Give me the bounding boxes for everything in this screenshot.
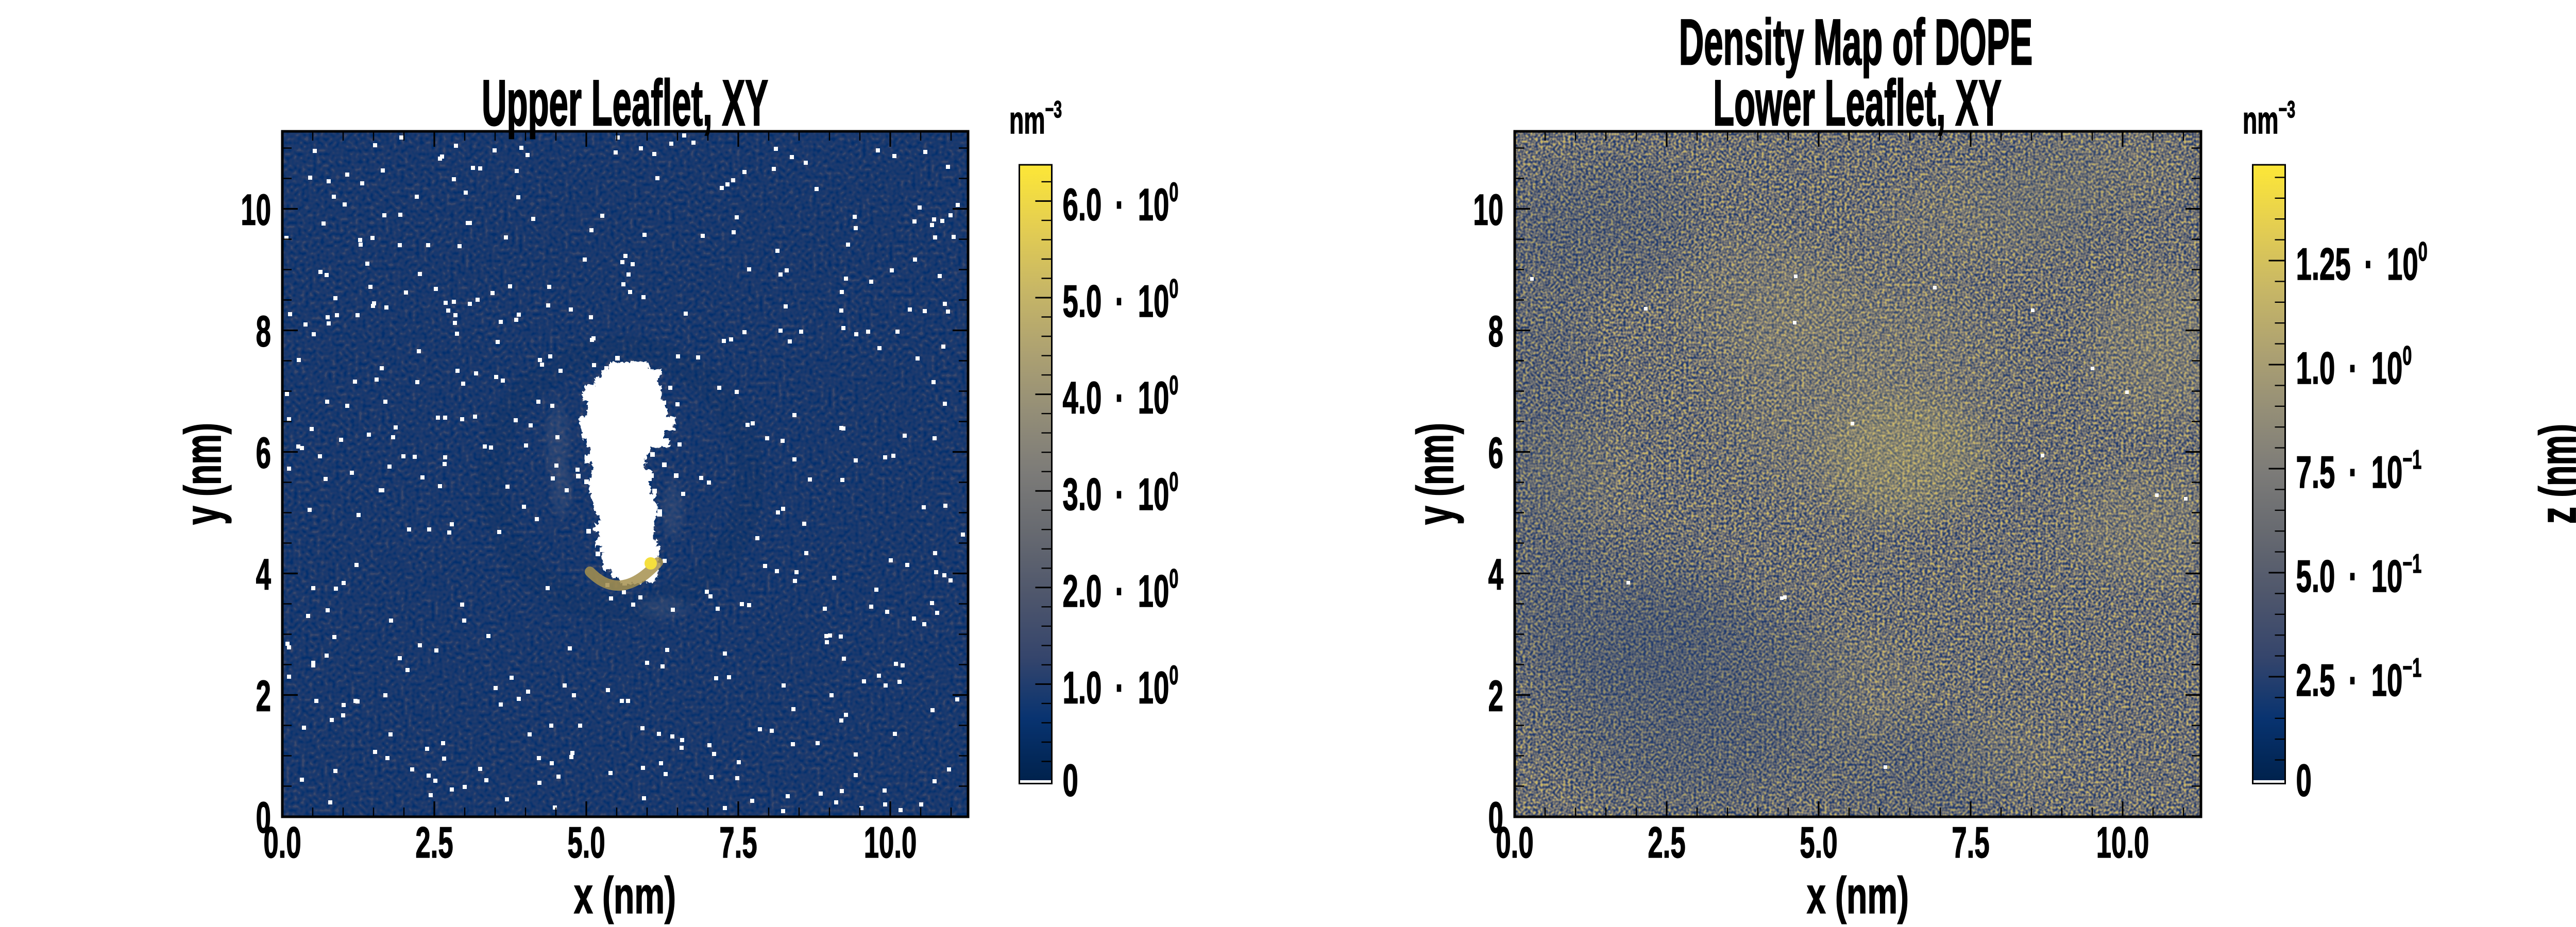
svg-text:0.0: 0.0: [263, 818, 301, 867]
svg-text:10: 10: [1473, 186, 1503, 235]
svg-text:6: 6: [1488, 429, 1503, 478]
svg-text:8: 8: [1488, 307, 1503, 356]
svg-text:4.0 · 100: 4.0 · 100: [1063, 371, 1179, 423]
svg-text:1.0 · 100: 1.0 · 100: [2296, 341, 2412, 393]
svg-text:1.0 · 100: 1.0 · 100: [1063, 660, 1179, 713]
svg-text:Density Map of DOPE: Density Map of DOPE: [1679, 6, 2033, 78]
svg-text:5.0 · 10−1: 5.0 · 10−1: [2296, 549, 2422, 602]
svg-text:10.0: 10.0: [864, 818, 917, 867]
svg-text:Upper Leaflet, XY: Upper Leaflet, XY: [482, 66, 768, 139]
svg-text:5.0 · 100: 5.0 · 100: [1063, 274, 1179, 327]
svg-text:2: 2: [1488, 672, 1503, 721]
svg-text:x (nm): x (nm): [1807, 867, 1909, 924]
svg-text:5.0: 5.0: [567, 818, 605, 867]
svg-text:2.5: 2.5: [415, 818, 453, 867]
svg-text:1.25 · 100: 1.25 · 100: [2296, 237, 2428, 289]
svg-text:0: 0: [2296, 755, 2312, 806]
svg-text:8: 8: [256, 307, 271, 356]
svg-text:2.5 · 10−1: 2.5 · 10−1: [2296, 653, 2422, 706]
svg-text:7.5: 7.5: [719, 818, 757, 867]
svg-text:7.5 · 10−1: 7.5 · 10−1: [2296, 445, 2422, 497]
svg-text:10: 10: [241, 186, 271, 235]
svg-text:6: 6: [256, 429, 271, 478]
svg-text:0: 0: [1063, 755, 1078, 806]
svg-text:4: 4: [256, 551, 271, 599]
svg-text:0: 0: [1488, 794, 1503, 843]
svg-text:0: 0: [256, 794, 271, 843]
svg-text:7.5: 7.5: [1952, 818, 1989, 867]
svg-text:0.0: 0.0: [1496, 818, 1533, 867]
svg-text:4: 4: [1488, 551, 1503, 599]
svg-text:nm−3: nm−3: [2243, 96, 2295, 142]
svg-text:2.5: 2.5: [1648, 818, 1685, 867]
svg-text:y (nm): y (nm): [174, 423, 232, 525]
svg-text:z (nm): z (nm): [2529, 424, 2576, 524]
svg-text:3.0 · 100: 3.0 · 100: [1063, 467, 1179, 520]
svg-text:10.0: 10.0: [2096, 818, 2149, 867]
svg-text:2.0 · 100: 2.0 · 100: [1063, 564, 1179, 616]
svg-text:5.0: 5.0: [1800, 818, 1837, 867]
svg-text:x (nm): x (nm): [574, 867, 676, 924]
svg-text:y (nm): y (nm): [1406, 423, 1464, 525]
svg-text:Lower Leaflet, XY: Lower Leaflet, XY: [1713, 66, 2002, 139]
svg-text:2: 2: [256, 672, 271, 721]
svg-text:6.0 · 100: 6.0 · 100: [1063, 177, 1179, 230]
